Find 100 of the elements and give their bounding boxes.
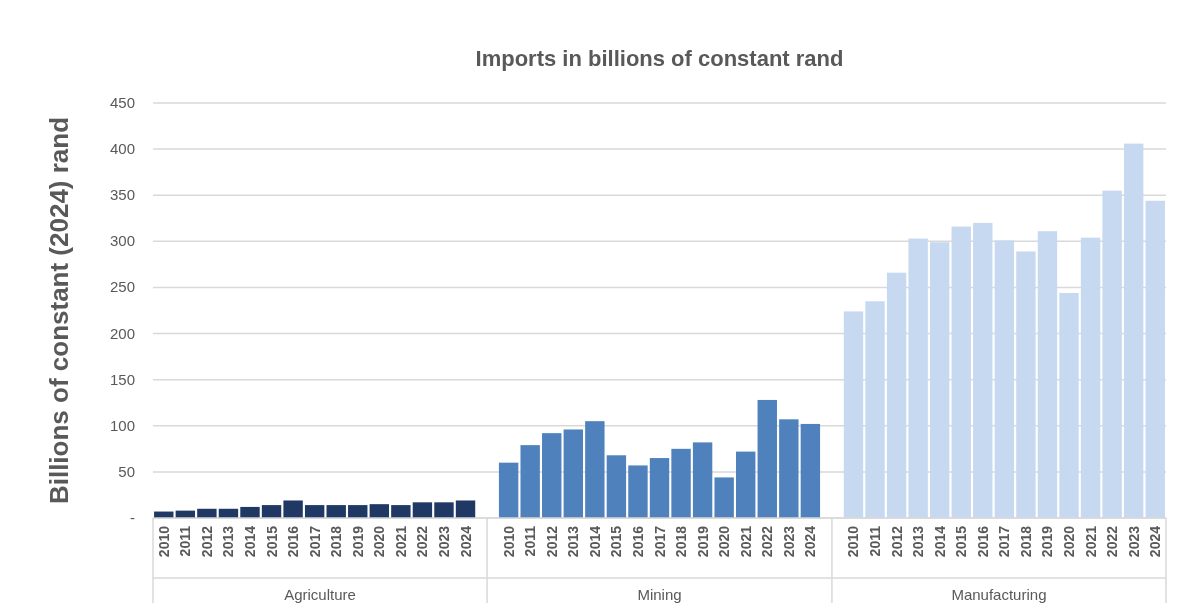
x-tick-label: 2014 <box>586 525 603 558</box>
y-tick-label: 250 <box>109 278 135 296</box>
x-tick-label: 2023 <box>435 525 452 558</box>
x-tick-label: 2018 <box>1017 525 1034 558</box>
x-tick-label: 2024 <box>1147 525 1164 558</box>
y-tick-label: - <box>130 509 135 526</box>
y-tick-label: 400 <box>109 140 135 158</box>
bar <box>542 433 562 518</box>
x-tick-label: 2018 <box>328 525 345 558</box>
x-tick-label: 2020 <box>371 525 388 558</box>
bar <box>628 465 648 518</box>
chart-title: Imports in billions of constant rand <box>475 46 844 71</box>
x-tick-label: 2014 <box>931 525 948 558</box>
y-tick-label: 450 <box>109 94 135 111</box>
bar <box>671 448 691 518</box>
x-tick-label: 2016 <box>974 525 991 558</box>
y-tick-label: 150 <box>109 370 135 388</box>
text: Agriculture <box>284 586 356 603</box>
bar <box>240 506 260 518</box>
bar <box>348 505 368 518</box>
x-tick-label: 2015 <box>953 525 970 558</box>
x-tick-label: 2019 <box>1039 525 1056 558</box>
x-tick-label: 2017 <box>996 525 1013 558</box>
bar <box>865 301 885 518</box>
bar <box>973 222 993 518</box>
x-tick-label: 2019 <box>349 525 366 558</box>
bar <box>1145 200 1165 518</box>
x-tick-label: 2016 <box>629 525 646 558</box>
bar <box>1123 143 1144 518</box>
bar <box>606 455 627 518</box>
x-tick-label: 2010 <box>845 525 862 558</box>
bar <box>434 502 454 518</box>
bar <box>412 502 433 518</box>
bar <box>736 451 756 518</box>
x-tick-label: 2016 <box>285 525 302 558</box>
bar <box>455 500 476 518</box>
bar <box>498 462 519 518</box>
x-tick-label: 2012 <box>888 525 905 558</box>
x-tick-label: 2023 <box>1125 525 1142 558</box>
text: Mining <box>637 586 682 603</box>
bar <box>1037 231 1058 518</box>
x-tick-label: 2015 <box>263 525 280 558</box>
x-tick-label: 2017 <box>651 525 668 558</box>
bar <box>929 242 950 518</box>
y-tick-label: 300 <box>109 232 135 250</box>
bar <box>843 311 864 518</box>
bar <box>800 423 821 518</box>
x-tick-label: 2013 <box>565 525 582 558</box>
bar <box>779 419 799 518</box>
x-tick-label: 2013 <box>220 525 237 558</box>
bar <box>757 399 777 518</box>
bar <box>283 500 303 518</box>
x-tick-label: 2021 <box>392 525 409 558</box>
x-tick-label: 2018 <box>673 525 690 558</box>
x-tick-label: 2011 <box>522 525 539 557</box>
x-tick-label: 2010 <box>155 525 172 558</box>
x-tick-label: 2020 <box>1061 525 1078 558</box>
bar <box>908 238 928 518</box>
bar <box>261 505 282 518</box>
x-tick-label: 2013 <box>910 525 927 558</box>
x-tick-label: 2022 <box>414 525 431 558</box>
x-tick-label: 2020 <box>716 525 733 558</box>
bar <box>585 421 605 518</box>
x-tick-label: 2022 <box>759 525 776 558</box>
x-tick-label: 2021 <box>1082 525 1099 558</box>
bar <box>326 505 346 518</box>
x-tick-label: 2024 <box>457 525 474 558</box>
x-tick-label: 2011 <box>867 525 884 557</box>
text: Manufacturing <box>951 586 1047 603</box>
x-tick-label: 2024 <box>802 525 819 558</box>
bar <box>1016 251 1036 518</box>
bar <box>714 477 734 518</box>
x-tick-label: 2019 <box>694 525 711 558</box>
y-tick-label: 200 <box>109 324 135 342</box>
bar <box>369 504 390 518</box>
bar <box>391 505 411 518</box>
bar <box>520 445 540 518</box>
bar <box>886 272 907 518</box>
bar <box>649 458 670 518</box>
bar <box>1059 292 1079 518</box>
x-tick-label: 2014 <box>241 525 258 558</box>
bar <box>563 429 583 518</box>
y-tick-label: 50 <box>118 462 135 480</box>
x-tick-label: 2012 <box>198 525 215 558</box>
bar <box>994 240 1015 518</box>
bar <box>304 505 325 518</box>
x-tick-label: 2011 <box>177 525 194 557</box>
y-axis-title: Billions of constant (2024) rand <box>44 116 74 505</box>
y-tick-label: 350 <box>109 186 135 204</box>
x-tick-label: 2010 <box>500 525 517 558</box>
x-tick-label: 2022 <box>1104 525 1121 558</box>
x-tick-label: 2023 <box>780 525 797 558</box>
bar <box>1102 190 1122 518</box>
bar <box>951 226 971 518</box>
x-tick-label: 2017 <box>306 525 323 558</box>
x-tick-label: 2015 <box>608 525 625 558</box>
bar <box>692 442 713 518</box>
x-tick-label: 2021 <box>737 525 754 558</box>
y-tick-label: 100 <box>109 416 135 434</box>
bar <box>1080 237 1101 518</box>
